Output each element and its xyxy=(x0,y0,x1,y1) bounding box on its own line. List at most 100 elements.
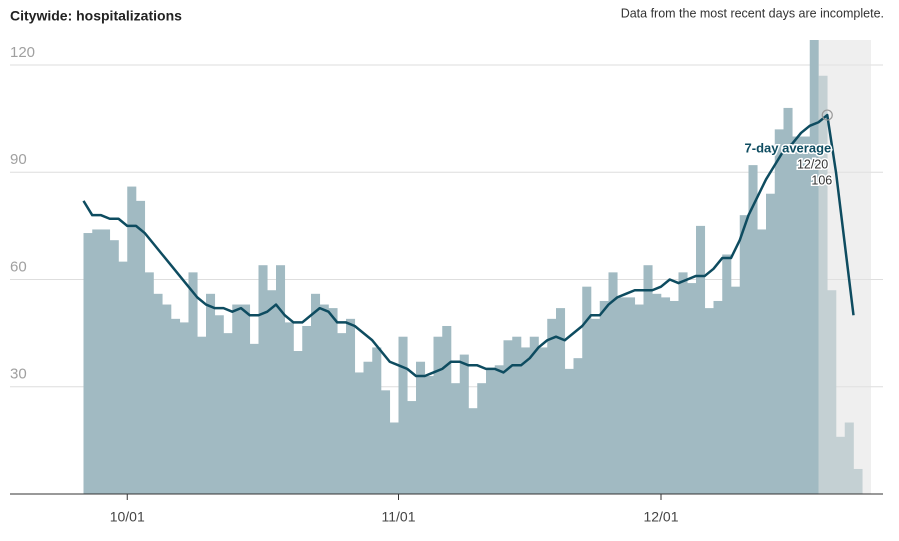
bar xyxy=(809,40,819,494)
bar xyxy=(634,304,644,494)
bar xyxy=(424,376,434,494)
annotation-value: 106 xyxy=(811,173,832,187)
bar xyxy=(284,322,294,494)
bar xyxy=(678,272,688,494)
bar xyxy=(704,308,714,494)
bar xyxy=(669,300,679,494)
y-tick-label: 60 xyxy=(10,258,27,275)
bar xyxy=(381,390,391,494)
bar xyxy=(564,368,574,494)
bar xyxy=(197,336,207,494)
bar xyxy=(337,333,347,494)
bar xyxy=(652,293,662,494)
bar xyxy=(162,304,172,494)
annotation-label: 7-day average xyxy=(745,141,832,156)
note: Data from the most recent days are incom… xyxy=(621,6,884,20)
bar xyxy=(573,358,583,494)
chart-title: Citywide: hospitalizations xyxy=(10,8,182,24)
x-tick-label: 12/01 xyxy=(643,509,678,525)
bar xyxy=(547,318,557,494)
average-line xyxy=(82,113,855,378)
x-tick-label: 11/01 xyxy=(382,509,416,525)
bar xyxy=(696,225,706,494)
bar xyxy=(722,254,732,494)
bar xyxy=(757,229,767,494)
y-tick-label: 30 xyxy=(10,366,27,383)
bar xyxy=(249,343,259,494)
bar xyxy=(494,365,504,494)
bar xyxy=(451,383,461,494)
bar xyxy=(346,318,356,494)
bar xyxy=(372,347,382,494)
bar xyxy=(214,315,224,494)
bar xyxy=(442,325,452,494)
bar xyxy=(433,336,443,494)
x-tick-label: 10/01 xyxy=(110,509,145,525)
bar xyxy=(766,193,776,494)
bar xyxy=(486,368,496,494)
bar xyxy=(748,165,758,494)
bar xyxy=(468,408,478,494)
bar xyxy=(92,229,102,494)
peak-marker xyxy=(821,109,833,121)
bar xyxy=(127,186,137,494)
bar xyxy=(608,272,618,494)
bar xyxy=(118,261,128,494)
bar xyxy=(101,229,111,494)
bar xyxy=(223,333,233,494)
bar xyxy=(276,265,286,494)
bar xyxy=(582,286,592,494)
bar xyxy=(512,336,522,494)
bar xyxy=(83,233,93,494)
bar xyxy=(591,318,601,494)
bar xyxy=(389,422,399,494)
bar xyxy=(617,297,627,494)
bar xyxy=(739,215,749,495)
bar xyxy=(293,351,303,494)
bar xyxy=(206,293,216,494)
bar xyxy=(311,293,321,494)
bar xyxy=(792,136,802,494)
bar xyxy=(319,304,329,494)
bar xyxy=(687,283,697,494)
bar xyxy=(267,290,277,494)
bar xyxy=(599,300,609,494)
bar xyxy=(529,336,539,494)
bar xyxy=(416,361,426,494)
y-tick-label: 120 xyxy=(10,44,35,61)
bar xyxy=(109,240,119,494)
bar xyxy=(459,354,469,494)
bar xyxy=(626,297,636,494)
bar xyxy=(153,293,163,494)
bar xyxy=(503,340,513,494)
bar xyxy=(232,304,242,494)
bar xyxy=(144,272,154,494)
bar xyxy=(302,325,312,494)
incomplete-shade xyxy=(818,40,871,494)
bar xyxy=(538,347,548,494)
bar xyxy=(477,383,487,494)
bar xyxy=(363,361,373,494)
bar xyxy=(179,322,189,494)
bar xyxy=(398,336,408,494)
bar xyxy=(521,347,531,494)
bar xyxy=(136,200,146,494)
bar xyxy=(661,297,671,494)
bar xyxy=(241,304,251,494)
bar xyxy=(188,272,198,494)
y-tick-label: 90 xyxy=(10,151,27,168)
bar xyxy=(258,265,268,494)
bar xyxy=(328,308,338,494)
annotation-date: 12/20 xyxy=(797,157,828,171)
bar xyxy=(731,286,741,494)
bar xyxy=(556,308,566,494)
bar xyxy=(774,129,784,495)
bar xyxy=(354,372,364,494)
bar xyxy=(713,300,723,494)
bar xyxy=(783,107,793,494)
bar xyxy=(171,318,181,494)
bar xyxy=(801,136,811,494)
bar xyxy=(407,401,417,494)
